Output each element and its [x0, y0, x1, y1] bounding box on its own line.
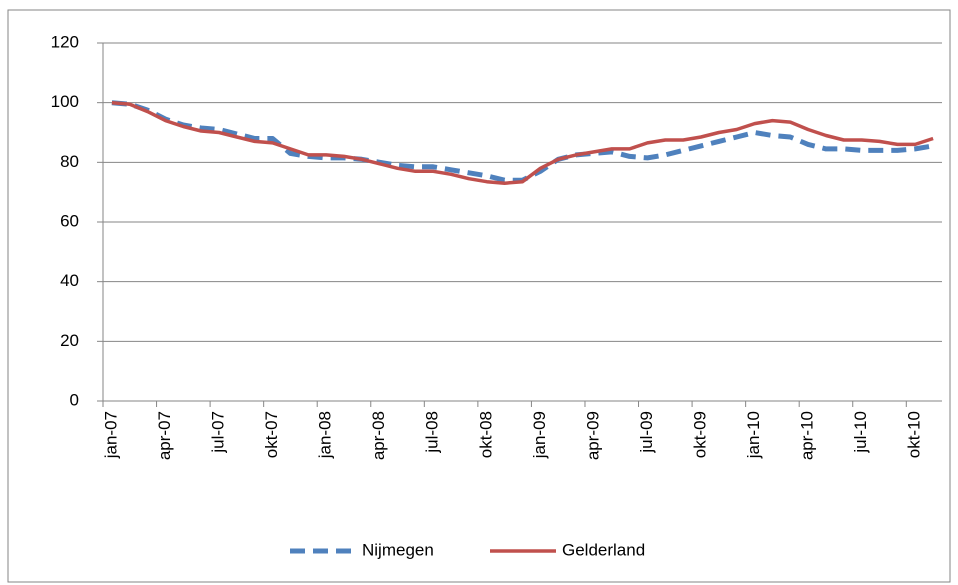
x-tick-label: okt-10 — [905, 411, 924, 458]
x-tick-label: jan-07 — [101, 411, 120, 459]
legend-label: Nijmegen — [362, 540, 434, 559]
x-tick-label: okt-09 — [690, 411, 709, 458]
legend-label: Gelderland — [562, 540, 645, 559]
y-tick-label: 60 — [60, 211, 79, 230]
x-tick-label: apr-08 — [369, 411, 388, 460]
x-tick-label: apr-09 — [583, 411, 602, 460]
series-line — [111, 100, 934, 185]
y-tick-label: 20 — [60, 331, 79, 350]
x-tick-label: jan-08 — [316, 411, 335, 459]
x-tick-label: jul-08 — [423, 411, 442, 454]
y-tick-label: 80 — [60, 152, 79, 171]
x-tick-label: jul-10 — [851, 411, 870, 454]
x-tick-label: jan-09 — [530, 411, 549, 459]
x-tick-label: apr-07 — [155, 411, 174, 460]
chart-frame — [7, 9, 951, 583]
y-tick-label: 0 — [70, 390, 79, 409]
x-tick-label: apr-10 — [798, 411, 817, 460]
x-tick-label: okt-08 — [476, 411, 495, 458]
x-tick-label: jul-07 — [209, 411, 228, 454]
y-tick-label: 120 — [51, 32, 79, 51]
x-tick-label: okt-07 — [262, 411, 281, 458]
x-tick-label: jul-09 — [637, 411, 656, 454]
y-tick-label: 40 — [60, 271, 79, 290]
x-tick-label: jan-10 — [744, 411, 763, 459]
y-tick-label: 100 — [51, 92, 79, 111]
